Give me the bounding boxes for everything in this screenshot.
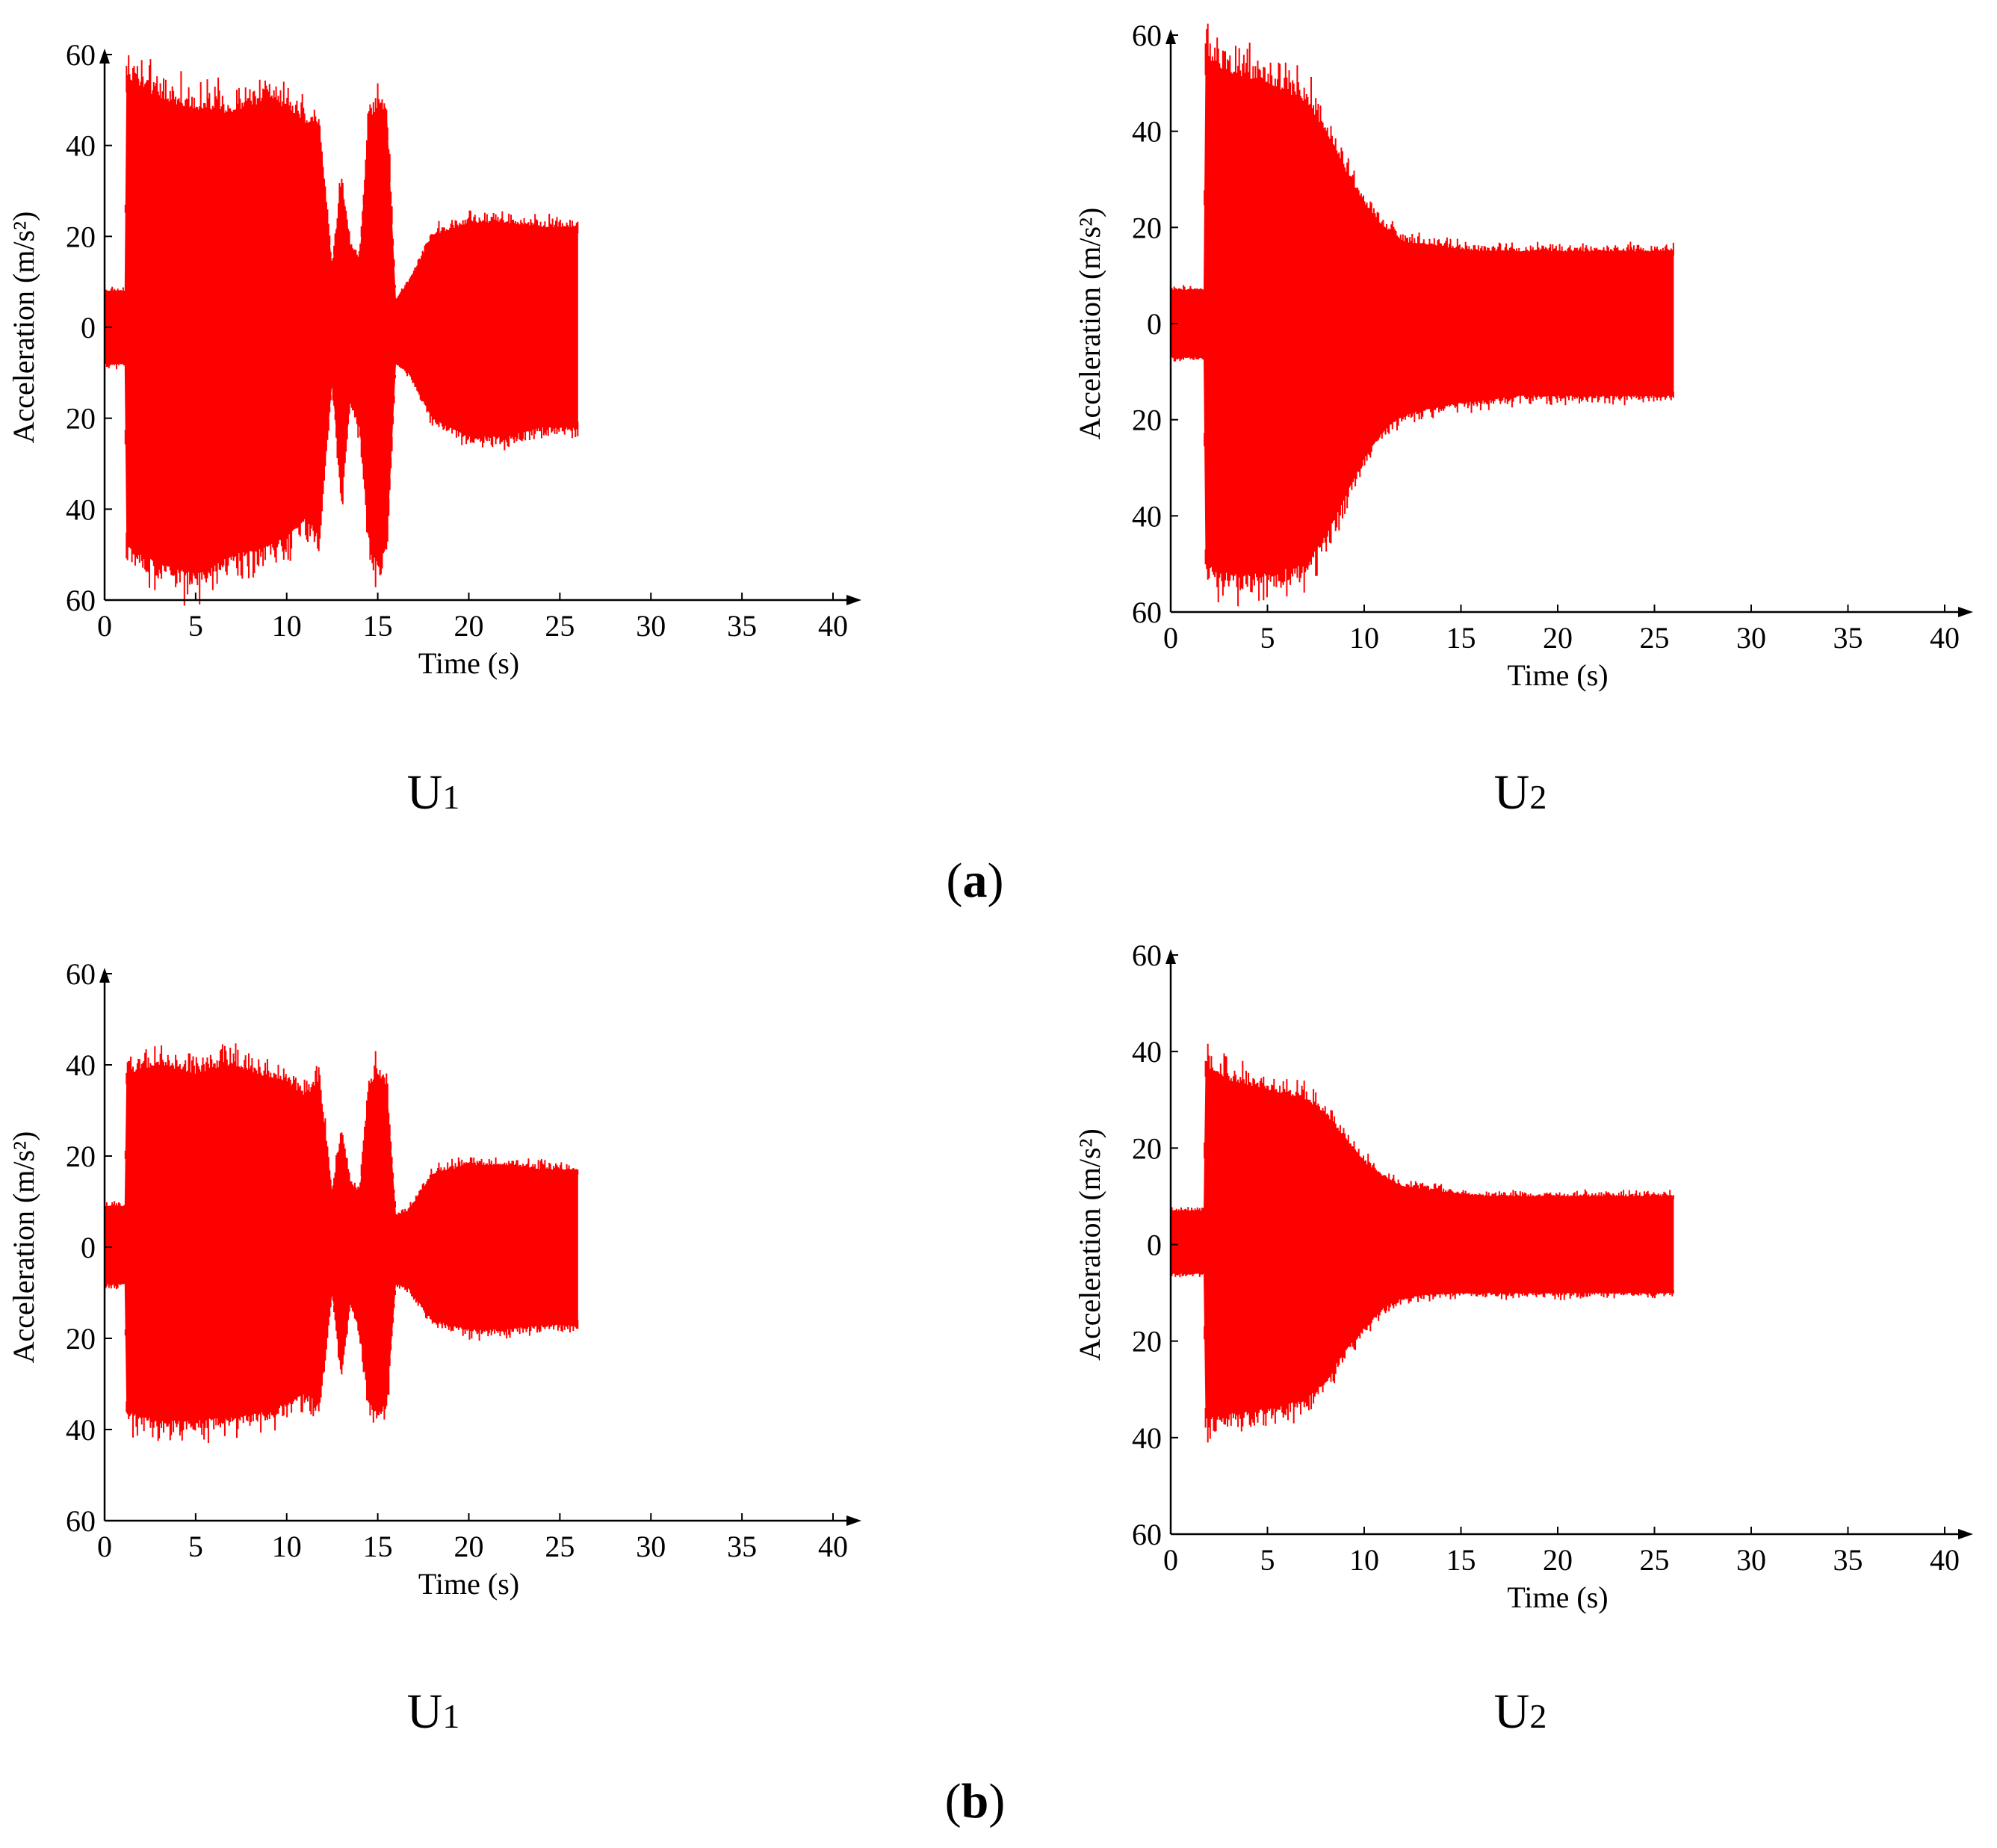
x-tick-label: 30 [1736,1543,1766,1577]
y-tick-label: 40 [66,492,96,526]
x-tick-label: 40 [1930,621,1960,655]
y-tick-label: 20 [66,1140,96,1173]
y-tick-label: 60 [1132,19,1162,52]
x-tick-label: 30 [636,609,666,643]
x-axis-title: Time (s) [1507,658,1608,692]
y-tick-label: 60 [66,584,96,617]
x-tick-label: 15 [1446,621,1476,655]
x-tick-label: 40 [1930,1543,1960,1577]
x-tick-label: 40 [818,609,848,643]
x-tick-label: 10 [272,1530,302,1563]
y-tick-label: 40 [66,1048,96,1082]
y-tick-label: 0 [81,1231,96,1264]
y-tick-label: 20 [66,1322,96,1356]
chart-panels: 0 5 10 15 20 25 30 35 40 60 40 20 0 20 40 60 Time (s) Acc… [7,19,1973,1739]
chart-panel: 0 5 10 15 20 25 30 35 40 60 40 20 0 20 40 60 Time (s) Acc… [1073,939,1973,1739]
y-axis-arrow [1165,949,1176,964]
x-tick-label: 0 [97,1530,112,1563]
x-tick-label: 30 [636,1530,666,1563]
y-tick-label: 60 [66,957,96,991]
signal-envelope [105,1065,578,1421]
y-tick-label: 40 [66,129,96,163]
y-tick-label: 20 [1132,211,1162,244]
y-tick-label: 0 [1147,307,1162,341]
part-label-b: (b) [945,1774,1006,1829]
x-axis-title: Time (s) [418,1567,519,1601]
x-axis-arrow [1958,1529,1973,1539]
x-tick-label: 35 [1833,1543,1863,1577]
x-tick-label: 15 [363,609,393,643]
signal-envelope [105,77,578,573]
y-tick-label: 60 [1132,939,1162,972]
y-tick-label: 60 [1132,1518,1162,1551]
x-tick-label: 25 [1640,1543,1670,1577]
y-tick-label: 20 [66,402,96,436]
y-tick-label: 0 [81,311,96,344]
y-tick-label: 40 [1132,499,1162,533]
panel-label: U1 [407,765,460,820]
chart-panel: 0 5 10 15 20 25 30 35 40 60 40 20 0 20 40 60 Time (s) Acc… [1073,19,1973,820]
y-tick-label: 0 [1147,1229,1162,1262]
y-axis-title: Acceleration (m/s²) [7,1131,40,1364]
signal-envelope [1171,59,1674,574]
x-tick-label: 20 [454,1530,484,1563]
x-tick-label: 0 [97,609,112,643]
x-tick-label: 15 [363,1530,393,1563]
x-axis-title: Time (s) [1507,1580,1608,1614]
x-tick-label: 5 [1260,621,1275,655]
y-tick-label: 60 [1132,596,1162,629]
y-tick-label: 60 [66,1504,96,1538]
x-tick-label: 35 [727,1530,757,1563]
y-tick-label: 20 [1132,404,1162,437]
x-tick-label: 15 [1446,1543,1476,1577]
y-axis-arrow [99,968,110,983]
y-tick-label: 40 [1132,115,1162,149]
x-tick-label: 20 [1543,1543,1573,1577]
x-axis-title: Time (s) [418,646,519,680]
x-tick-label: 25 [545,609,575,643]
y-tick-label: 20 [66,220,96,253]
x-tick-label: 0 [1163,621,1178,655]
x-tick-label: 25 [545,1530,575,1563]
x-tick-label: 25 [1640,621,1670,655]
x-tick-label: 5 [188,609,203,643]
y-axis-title: Acceleration (m/s²) [7,211,40,444]
x-tick-label: 30 [1736,621,1766,655]
x-tick-label: 5 [1260,1543,1275,1577]
y-tick-label: 60 [66,38,96,72]
x-tick-label: 35 [1833,621,1863,655]
y-axis-title: Acceleration (m/s²) [1073,1128,1106,1361]
chart-panel: 0 5 10 15 20 25 30 35 40 60 40 20 0 20 40 60 Time (s) Acc… [7,38,861,820]
panel-label: U2 [1494,765,1547,820]
y-tick-label: 20 [1132,1325,1162,1359]
x-tick-label: 35 [727,609,757,643]
part-label-a: (a) [947,853,1004,908]
signal-envelope [1171,1066,1674,1418]
x-tick-label: 5 [188,1530,203,1563]
x-axis-arrow [846,595,861,605]
panel-label: U1 [407,1684,460,1739]
x-tick-label: 40 [818,1530,848,1563]
chart-panel: 0 5 10 15 20 25 30 35 40 60 40 20 0 20 40 60 Time (s) Acc… [7,957,861,1739]
x-tick-label: 20 [1543,621,1573,655]
x-tick-label: 0 [1163,1543,1178,1577]
x-axis-arrow [846,1515,861,1526]
y-axis-arrow [1165,29,1176,44]
y-tick-label: 20 [1132,1131,1162,1165]
y-tick-label: 40 [1132,1035,1162,1069]
x-tick-label: 10 [1349,621,1379,655]
y-axis-arrow [99,49,110,64]
y-axis-title: Acceleration (m/s²) [1073,208,1106,440]
x-tick-label: 20 [454,609,484,643]
x-axis-arrow [1958,607,1973,617]
x-tick-label: 10 [272,609,302,643]
y-tick-label: 40 [1132,1421,1162,1455]
y-tick-label: 40 [66,1413,96,1447]
x-tick-label: 10 [1349,1543,1379,1577]
panel-label: U2 [1494,1684,1547,1739]
